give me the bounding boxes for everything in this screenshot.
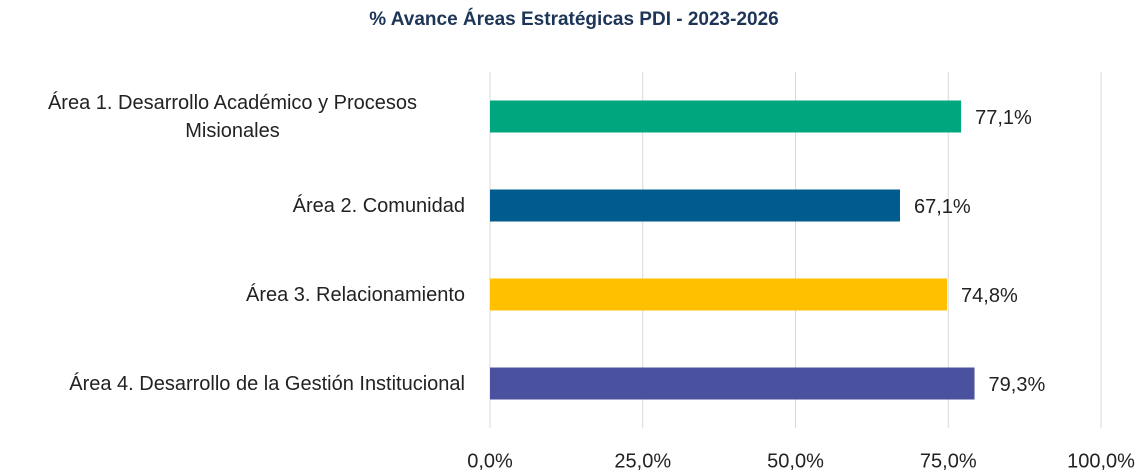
bar (490, 189, 900, 222)
chart-title: % Avance Áreas Estratégicas PDI - 2023-2… (369, 8, 778, 30)
x-tick-label: 25,0% (614, 450, 671, 472)
x-tick-label: 75,0% (920, 450, 977, 472)
value-label: 67,1% (914, 196, 971, 218)
y-tick-label-box: Área 3. Relacionamiento (0, 281, 465, 309)
bar (490, 278, 948, 311)
y-tick-label: Área 3. Relacionamiento (245, 283, 465, 306)
value-label: 79,3% (989, 374, 1046, 396)
y-tick-label-box: Área 2. Comunidad (0, 192, 465, 220)
y-tick-label-box: Área 1. Desarrollo Académico y Procesos … (0, 89, 465, 145)
y-tick-label: Área 1. Desarrollo Académico y Procesos … (47, 91, 418, 142)
value-label: 77,1% (975, 107, 1032, 129)
bar (490, 367, 975, 400)
y-tick-label: Área 4. Desarrollo de la Gestión Institu… (69, 372, 465, 395)
y-tick-label: Área 2. Comunidad (292, 194, 465, 217)
bar (490, 100, 962, 133)
x-tick-label: 50,0% (767, 450, 824, 472)
value-label: 74,8% (961, 285, 1018, 307)
y-tick-label-box: Área 4. Desarrollo de la Gestión Institu… (0, 370, 465, 398)
x-tick-label: 100,0% (1067, 450, 1135, 472)
x-tick-label: 0,0% (467, 450, 513, 472)
